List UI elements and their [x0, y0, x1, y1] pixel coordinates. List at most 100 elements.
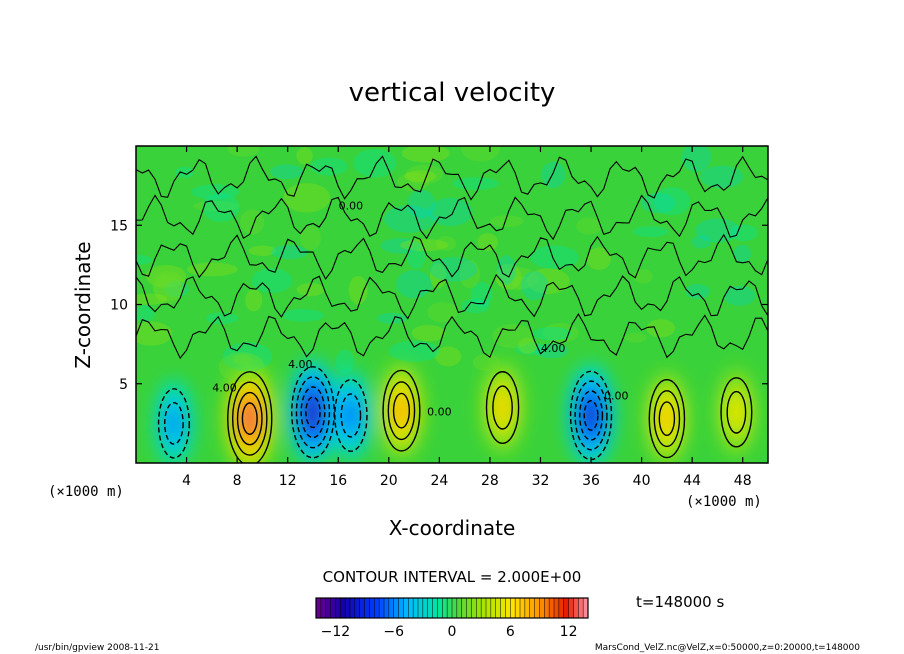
velocity-cell [244, 407, 255, 430]
y-tick-label: 5 [119, 377, 128, 393]
field-patch [653, 187, 691, 216]
contour-interval-text: CONTOUR INTERVAL = 2.000E+00 [323, 568, 582, 586]
colorbar-tick-label: −6 [383, 624, 404, 640]
colorbar-tick-label: 0 [448, 624, 457, 640]
field-patch [233, 354, 253, 365]
contour-label: 4.00 [212, 382, 237, 395]
field-patch [542, 322, 579, 343]
field-patch [248, 245, 277, 257]
field-patch [496, 255, 516, 285]
field-patch [401, 146, 450, 163]
colorbar-cell [388, 598, 395, 618]
field-patch [145, 264, 187, 288]
colorbar-cell [354, 598, 361, 618]
field-patch [729, 224, 758, 242]
field-patch [452, 177, 499, 191]
footer-right: MarsCond_VelZ.nc@VelZ,x=0:50000,z=0:2000… [595, 643, 860, 653]
colorbar-cell [554, 598, 560, 618]
field-patch [281, 309, 325, 322]
zero-contour [136, 155, 768, 201]
colorbar-cell [563, 598, 570, 618]
colorbar-cell [481, 598, 487, 618]
colorbar-cell [544, 598, 550, 618]
field-patch [270, 164, 304, 180]
field-patch [633, 226, 669, 238]
field-patch [723, 285, 756, 306]
colorbar-cell [573, 598, 579, 618]
colorbar [315, 597, 589, 619]
contour-line [241, 402, 258, 435]
colorbar-cell [568, 598, 574, 618]
colorbar-cell [452, 598, 458, 618]
field-patch [489, 215, 524, 228]
x-tick-label: 44 [683, 473, 701, 489]
colorbar-cell [432, 598, 438, 618]
colorbar-cell [345, 598, 351, 618]
x-tick-label: 4 [182, 473, 191, 489]
field-patch [411, 325, 446, 342]
colorbar-cell [456, 598, 463, 618]
colorbar-cell [316, 598, 322, 618]
x-unit-right: (×1000 m) [686, 494, 762, 510]
field-patch [396, 270, 432, 299]
colorbar-cell [374, 598, 380, 618]
colorbar-cell [393, 598, 400, 618]
zero-contour [136, 313, 768, 360]
colorbar-cell [437, 598, 443, 618]
field-patch [526, 268, 570, 294]
x-tick-label: 48 [734, 473, 752, 489]
x-tick-label: 8 [233, 473, 242, 489]
field-patch [136, 321, 173, 346]
contour-line [583, 400, 599, 431]
colorbar-cell [471, 598, 477, 618]
colorbar-cell [330, 598, 336, 618]
colorbar-cell [340, 598, 346, 618]
field-patch [175, 166, 195, 179]
colorbar-cell [529, 598, 536, 618]
colorbar-cell [500, 598, 506, 618]
colorbar-cell [515, 598, 521, 618]
colorbar-cell [442, 598, 448, 618]
contour-label: 0.00 [427, 405, 452, 418]
contour-line [164, 401, 184, 445]
zero-contour [136, 194, 768, 241]
x-tick-label: 20 [380, 473, 398, 489]
colorbar-cell [379, 598, 385, 618]
velocity-cell [344, 400, 358, 431]
colorbar-cell [495, 598, 502, 618]
field-patch [646, 319, 675, 338]
field-patch [470, 281, 493, 308]
field-patch [461, 146, 500, 162]
contour-line [334, 378, 368, 452]
contour-line [648, 379, 686, 459]
field-patch [429, 257, 478, 282]
plot-area: 0.00 4.00 0.00 4.00 0.00 4.00 [136, 146, 768, 463]
velocity-cell [661, 406, 673, 431]
field-patch [136, 305, 155, 322]
field-patch [296, 283, 325, 297]
velocity-cell [395, 398, 407, 423]
field-patch [397, 172, 430, 192]
contour-label: 4.00 [288, 358, 313, 371]
colorbar-frame [315, 597, 589, 619]
field-patch [576, 217, 602, 235]
field-patch [335, 349, 355, 375]
field-patch [245, 289, 263, 312]
contour-line [382, 369, 421, 452]
field-patch [477, 233, 498, 251]
contour-line [157, 388, 190, 459]
field-patch [300, 225, 322, 251]
contour-line [574, 380, 608, 451]
field-patch [187, 262, 238, 277]
contour-line [231, 381, 268, 456]
colorbar-cell [325, 598, 332, 618]
zero-contour [136, 233, 768, 281]
field-patch [205, 312, 239, 325]
contour-label: 0.00 [339, 199, 364, 212]
field-patch [435, 346, 462, 367]
colorbar-cell [520, 598, 526, 618]
contour-line [387, 381, 416, 441]
x-tick-label: 36 [582, 473, 600, 489]
colorbar-cell [335, 598, 341, 618]
